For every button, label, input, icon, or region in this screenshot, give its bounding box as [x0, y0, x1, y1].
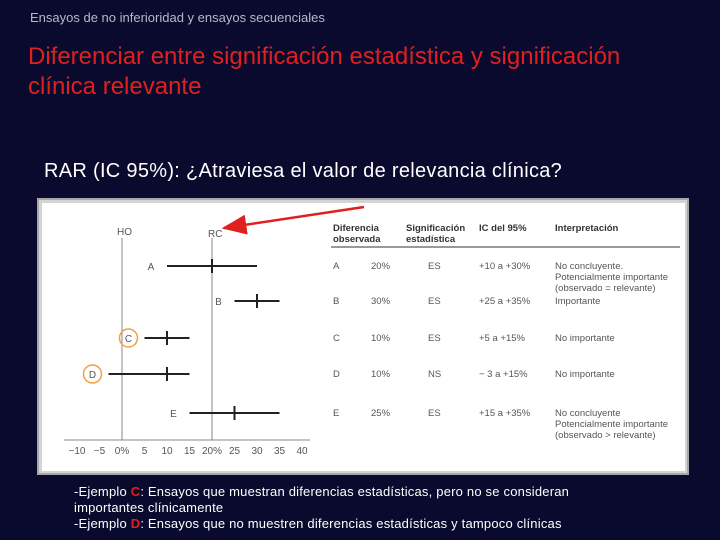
table-cell-interpretacion: Importante — [555, 296, 600, 307]
axis-tick-label: 0% — [115, 446, 130, 457]
note-c: -Ejemplo C: Ensayos que muestran diferen… — [74, 484, 654, 500]
table-cell-diferencia: 10% — [371, 369, 391, 380]
table-cell-interpretacion: No importante — [555, 333, 615, 344]
axis-tick-label: −5 — [94, 446, 106, 457]
notes: -Ejemplo C: Ensayos que muestran diferen… — [74, 484, 654, 532]
table-cell-ic: +25 a +35% — [479, 296, 531, 307]
row-plot-label: E — [170, 409, 177, 420]
note-c-key: C — [130, 484, 141, 499]
note-c-cont: importantes clínicamente — [74, 500, 224, 515]
axis-tick-label: 20% — [202, 446, 222, 457]
note-d-prefix: -Ejemplo — [74, 516, 131, 531]
table-cell-label: D — [333, 369, 340, 380]
note-d-key: D — [130, 516, 141, 531]
table-header: Interpretación — [555, 223, 619, 234]
axis-tick-label: 25 — [229, 446, 241, 457]
table-cell-interpretacion: No concluyente. — [555, 261, 623, 272]
axis-tick-label: −10 — [69, 446, 86, 457]
note-c-text: : Ensayos que muestran diferencias estad… — [140, 484, 570, 499]
table-cell-ic: − 3 a +15% — [479, 369, 528, 380]
table-cell-interpretacion: No importante — [555, 369, 615, 380]
note-d: -Ejemplo D: Ensayos que no muestren dife… — [74, 516, 654, 532]
table-header: estadística — [406, 234, 456, 245]
table-cell-ic: +5 a +15% — [479, 333, 526, 344]
table-cell-interpretacion: (observado > relevante) — [555, 430, 656, 441]
note-d-text: : Ensayos que no muestren diferencias es… — [140, 516, 562, 531]
row-plot-label: B — [215, 297, 222, 308]
axis-tick-label: 30 — [251, 446, 263, 457]
table-cell-label: B — [333, 296, 339, 307]
table-cell-interpretacion: No concluyente — [555, 408, 620, 419]
table-cell-interpretacion: Potencialmente importante — [555, 272, 668, 283]
axis-tick-label: 10 — [161, 446, 173, 457]
table-cell-label: E — [333, 408, 339, 419]
forest-plot-svg: HO RC −10 −5 0% 5 10 15 20% 25 30 35 40 A B C D E Diferenc… — [64, 223, 680, 457]
row-plot-label: C — [125, 334, 132, 345]
axis-tick-label: 15 — [184, 446, 196, 457]
figure-content: HO RC −10 −5 0% 5 10 15 20% 25 30 35 40 A B C D E Diferenc… — [42, 203, 685, 471]
table-cell-diferencia: 20% — [371, 261, 391, 272]
table-header: IC del 95% — [479, 223, 527, 234]
table-cell-ic: +15 a +35% — [479, 408, 531, 419]
table-cell-interpretacion: Potencialmente importante — [555, 419, 668, 430]
table-cell-diferencia: 10% — [371, 333, 391, 344]
table-cell-significacion: ES — [428, 333, 441, 344]
table-cell-significacion: NS — [428, 369, 441, 380]
axis-tick-label: 5 — [142, 446, 148, 457]
highlight-circle — [82, 364, 103, 384]
table-cell-diferencia: 25% — [371, 408, 391, 419]
table-cell-interpretacion: (observado = relevante) — [555, 283, 656, 294]
table-header: Significación — [406, 223, 465, 234]
row-plot-label: D — [89, 370, 96, 381]
rc-label: RC — [208, 229, 222, 240]
table-header: observada — [333, 234, 381, 245]
table-cell-diferencia: 30% — [371, 296, 391, 307]
axis-tick-label: 35 — [274, 446, 286, 457]
axis-tick-label: 40 — [296, 446, 308, 457]
forest-plot-figure: HO RC −10 −5 0% 5 10 15 20% 25 30 35 40 A B C D E Diferenc… — [37, 198, 689, 475]
table-cell-label: C — [333, 333, 340, 344]
note-c-prefix: -Ejemplo — [74, 484, 131, 499]
question-text: RAR (IC 95%): ¿Atraviesa el valor de rel… — [44, 160, 563, 182]
table-cell-significacion: ES — [428, 296, 441, 307]
slide-title: Diferenciar entre significación estadíst… — [28, 43, 621, 100]
ho-label: HO — [117, 227, 132, 238]
table-cell-ic: +10 a +30% — [479, 261, 531, 272]
table-header: Diferencia — [333, 223, 380, 234]
highlight-circle — [118, 328, 139, 348]
table-cell-significacion: ES — [428, 261, 441, 272]
row-plot-label: A — [148, 262, 155, 273]
table-cell-significacion: ES — [428, 408, 441, 419]
top-label: Ensayos de no inferioridad y ensayos sec… — [30, 10, 325, 25]
table-cell-label: A — [333, 261, 340, 272]
